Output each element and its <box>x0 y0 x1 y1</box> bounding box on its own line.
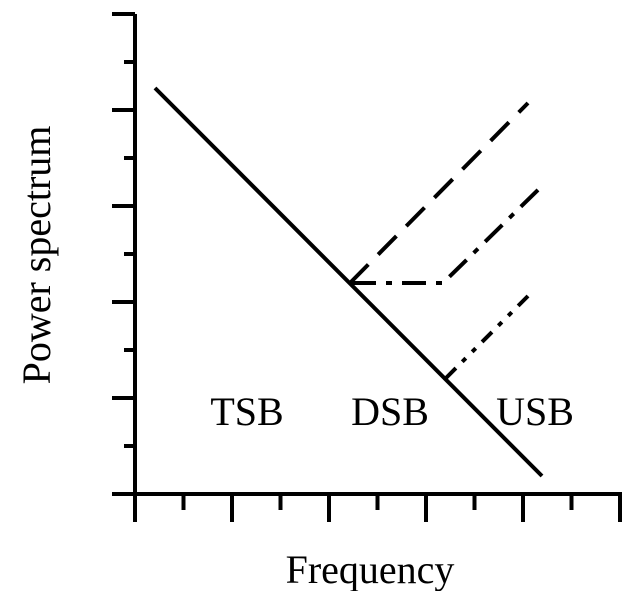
curves <box>153 86 547 478</box>
dash-dot-dot-line <box>444 294 530 380</box>
region-label: USB <box>496 389 574 434</box>
solid-line <box>153 86 544 478</box>
dashed-line <box>348 101 530 285</box>
axes <box>112 12 622 522</box>
y-axis-label: Power spectrum <box>14 126 59 385</box>
region-label: TSB <box>210 389 283 434</box>
dash-dot-line <box>352 181 547 285</box>
x-axis-label: Frequency <box>286 547 455 591</box>
region-label: DSB <box>351 389 429 434</box>
